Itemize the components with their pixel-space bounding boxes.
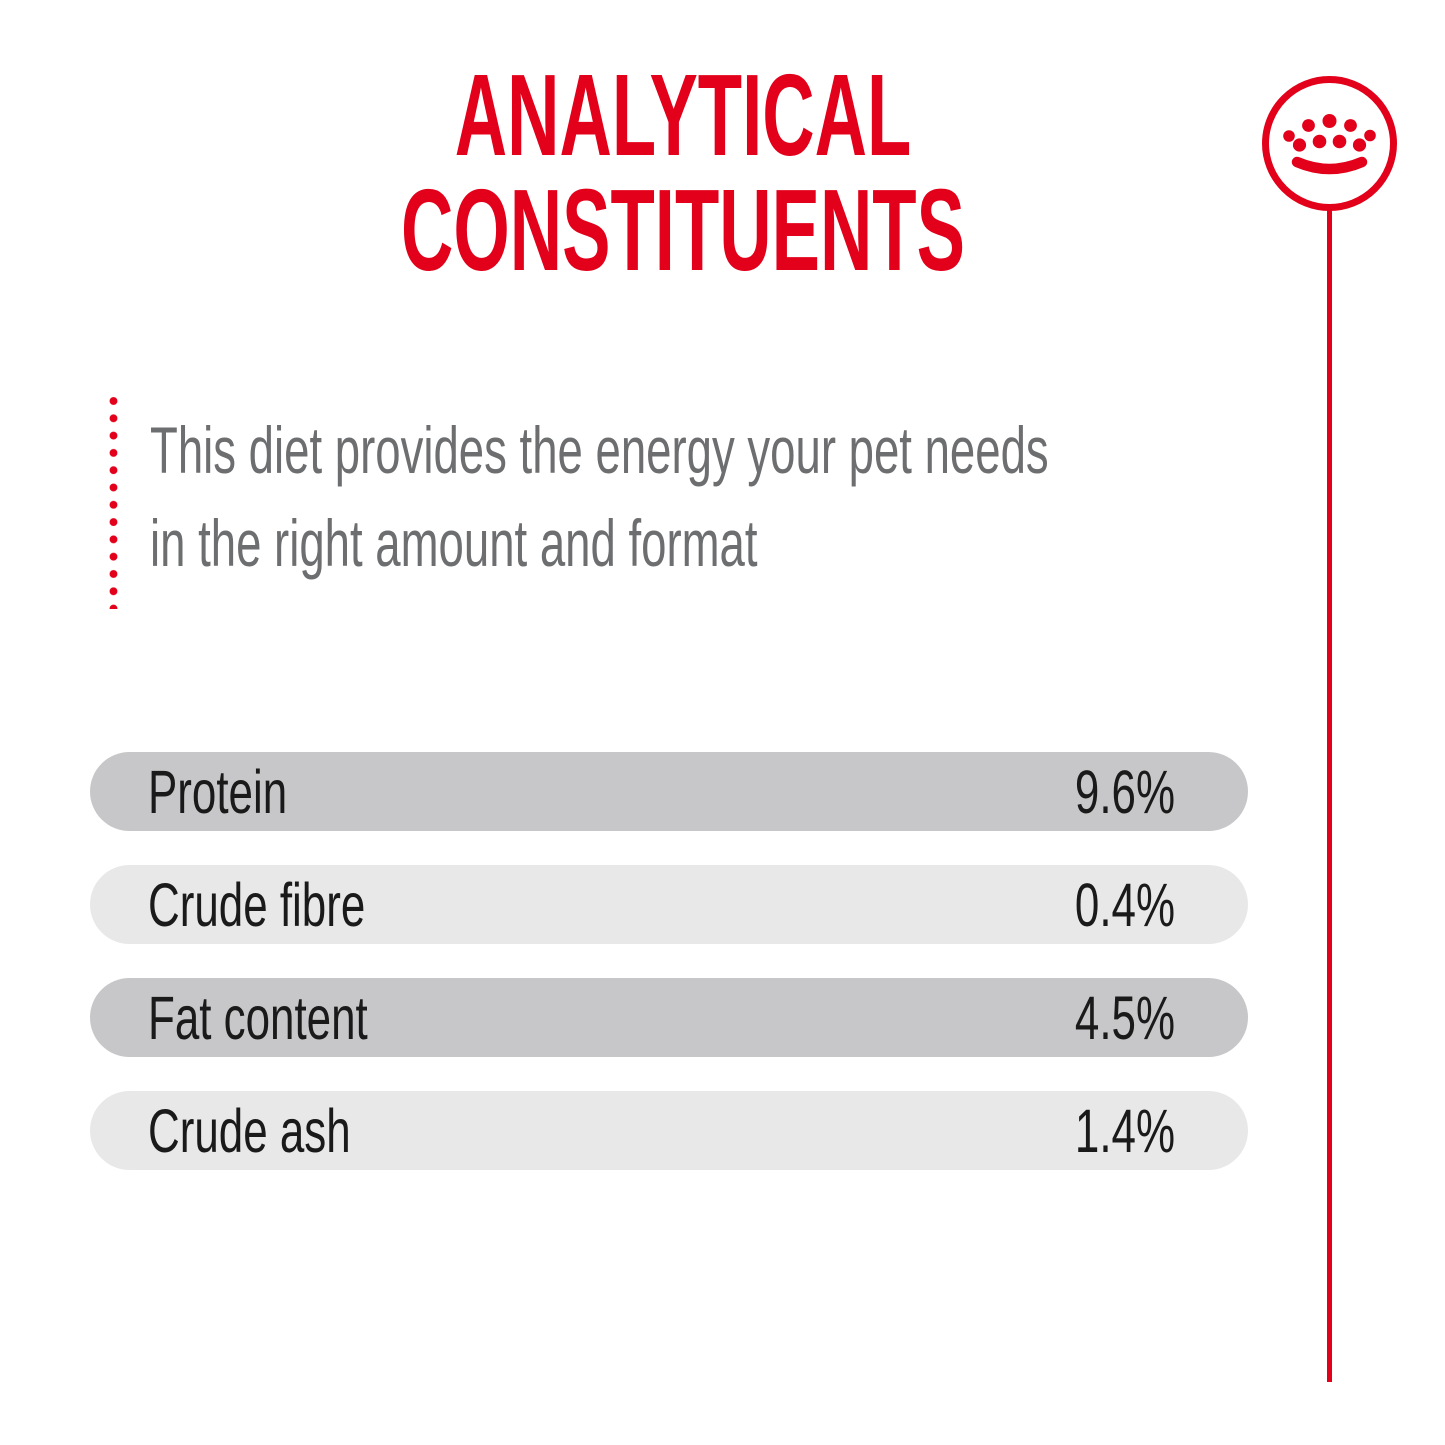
description-line2: in the right amount and format	[150, 506, 758, 580]
description-line1: This diet provides the energy your pet n…	[150, 413, 1049, 487]
table-row: Fat content 4.5%	[90, 978, 1248, 1057]
row-value: 4.5%	[1074, 983, 1175, 1052]
table-row: Crude fibre 0.4%	[90, 865, 1248, 944]
table-row: Crude ash 1.4%	[90, 1091, 1248, 1170]
row-label: Crude ash	[148, 1096, 351, 1165]
analytical-constituents-table: Protein 9.6% Crude fibre 0.4% Fat conten…	[90, 752, 1248, 1204]
table-row: Protein 9.6%	[90, 752, 1248, 831]
page-title: ANALYTICAL CONSTITUENTS	[256, 50, 1110, 295]
page-title-line2: CONSTITUENTS	[401, 165, 965, 295]
row-value: 0.4%	[1074, 870, 1175, 939]
description-text: This diet provides the energy your pet n…	[150, 404, 1445, 590]
vertical-accent-line	[1327, 210, 1332, 1382]
row-label: Fat content	[148, 983, 368, 1052]
row-label: Crude fibre	[148, 870, 366, 939]
page-title-line1: ANALYTICAL	[454, 50, 912, 180]
row-label: Protein	[148, 757, 288, 826]
row-value: 9.6%	[1074, 757, 1175, 826]
dotted-accent-line	[109, 397, 118, 609]
row-value: 1.4%	[1074, 1096, 1175, 1165]
crown-icon	[1262, 76, 1397, 211]
